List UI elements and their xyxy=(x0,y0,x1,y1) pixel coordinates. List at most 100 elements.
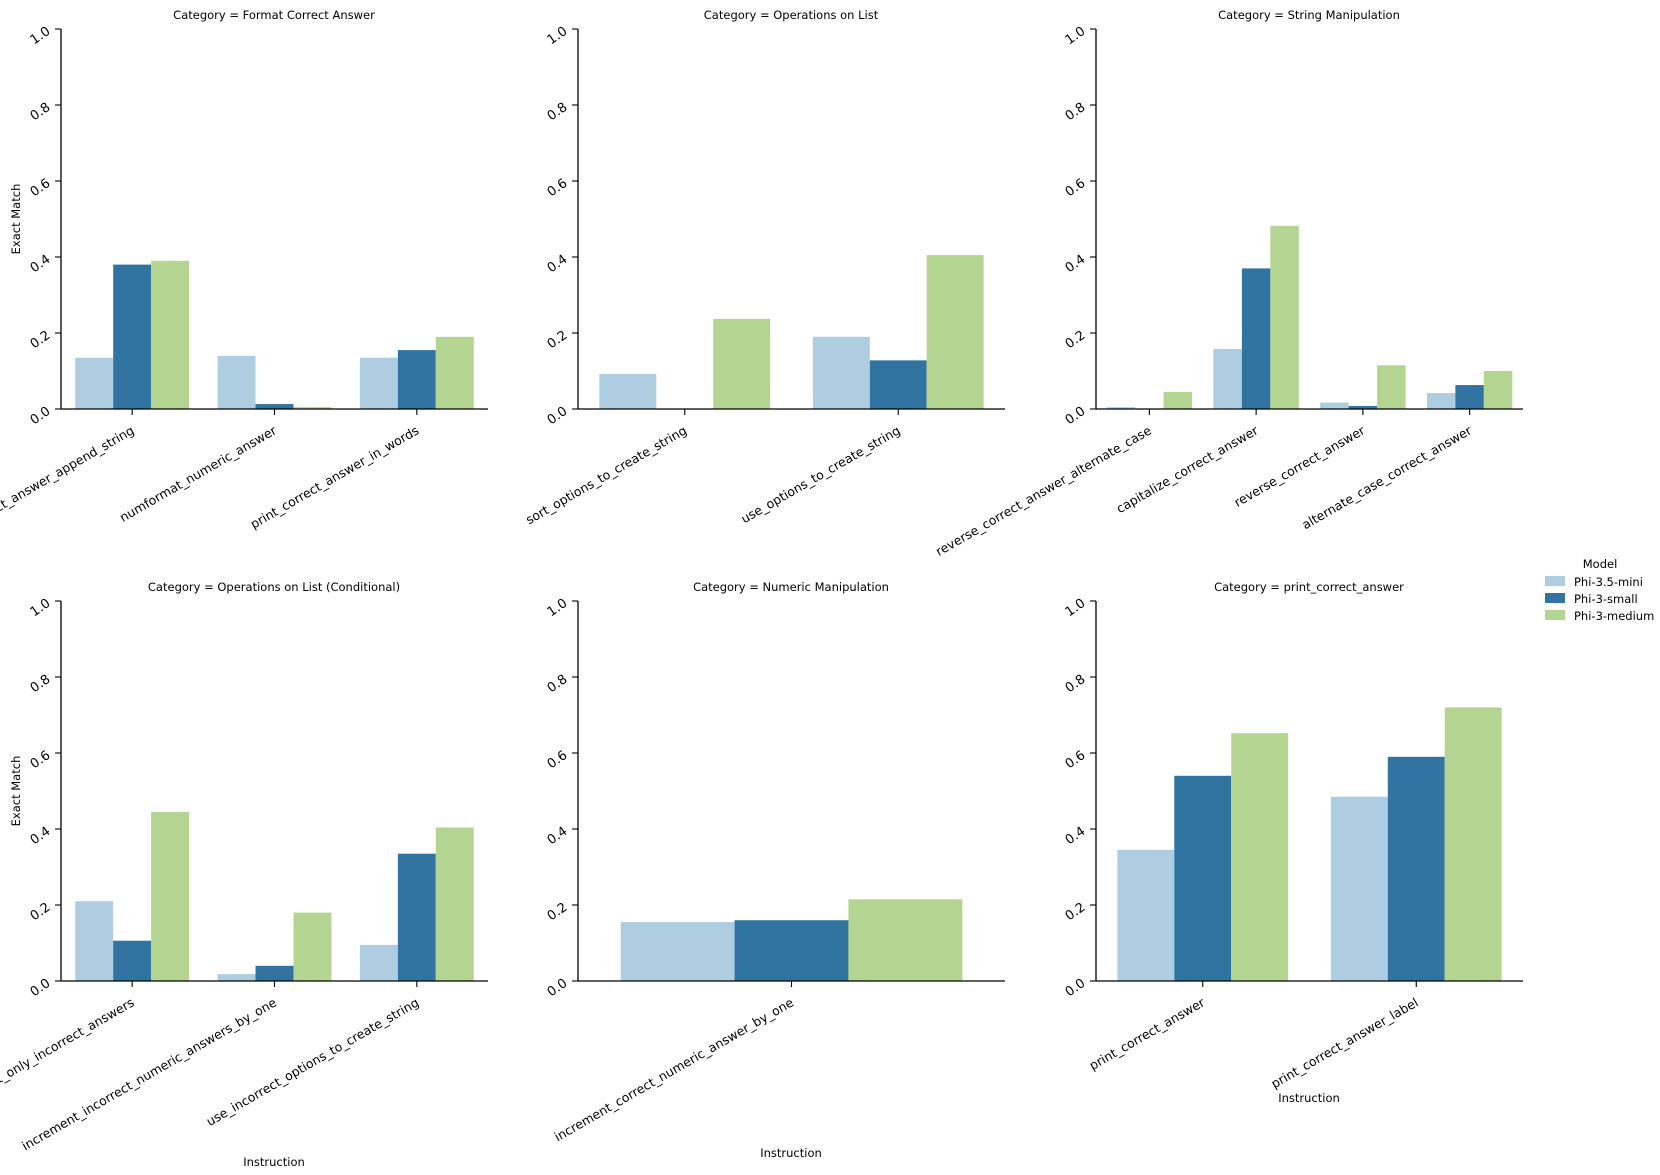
legend-label: Phi-3-medium xyxy=(1574,609,1654,623)
legend-swatch xyxy=(1545,576,1565,586)
bar-phi-3-small xyxy=(113,264,152,409)
y-tick-label: 0.8 xyxy=(545,672,571,696)
bar-phi-3-5-mini xyxy=(217,355,256,409)
panel-title: Category = String Manipulation xyxy=(1218,8,1400,22)
y-tick-label: 0.2 xyxy=(1063,900,1089,924)
x-tick-label: print_correct_answer_append_string xyxy=(0,423,137,549)
bar-phi-3-5-mini xyxy=(1426,393,1456,409)
panel-1: Category = Format Correct Answer 0.0 0.2 0.… xyxy=(0,8,488,549)
legend-swatch xyxy=(1545,593,1565,603)
y-tick-label: 0.2 xyxy=(28,328,54,352)
y-tick-label: 0.0 xyxy=(545,976,571,1000)
y-tick-label: 0.8 xyxy=(545,100,571,124)
y-tick-label: 0.8 xyxy=(28,100,54,124)
x-tick-label: numformat_numeric_answer xyxy=(117,422,280,525)
y-tick-label: 0.6 xyxy=(1063,748,1089,772)
bar-phi-3-small xyxy=(1174,775,1232,981)
y-tick-label: 0.2 xyxy=(28,900,54,924)
y-tick-label: 0.8 xyxy=(1063,672,1089,696)
y-tick-label: 0.2 xyxy=(545,900,571,924)
x-tick-label: print_correct_answer_in_words xyxy=(248,423,422,532)
x-tick-label: sort_options_to_create_string xyxy=(523,423,689,528)
legend-label: Phi-3-small xyxy=(1574,592,1638,606)
y-tick-label: 0.0 xyxy=(28,404,54,428)
bar-phi-3-5-mini xyxy=(75,901,114,981)
y-tick-label: 0.2 xyxy=(545,328,571,352)
y-tick-label: 0.2 xyxy=(1063,328,1089,352)
bar-phi-3-medium xyxy=(1377,365,1406,409)
y-axis-label: Exact Match xyxy=(9,756,23,827)
y-tick-label: 0.4 xyxy=(28,824,54,848)
bar-phi-3-medium xyxy=(435,336,474,409)
x-tick-label: alternate_case_correct_answer xyxy=(1299,422,1475,532)
legend-label: Phi-3.5-mini xyxy=(1574,575,1643,589)
bar-phi-3-medium xyxy=(1163,391,1193,409)
y-tick-label: 0.0 xyxy=(28,976,54,1000)
x-tick-label: print_correct_answer_label xyxy=(1268,995,1420,1092)
bar-phi-3-medium xyxy=(293,912,332,981)
x-axis-label: Instruction xyxy=(1278,1091,1340,1105)
bar-phi-3-5-mini xyxy=(1106,407,1136,409)
bar-phi-3-medium xyxy=(713,318,771,409)
panel-6: Category = print_correct_answer 0.0 0.2 0.4… xyxy=(1063,580,1523,1105)
bar-phi-3-5-mini xyxy=(812,336,870,409)
y-tick-label: 1.0 xyxy=(545,24,571,48)
y-tick-label: 0.4 xyxy=(545,252,571,276)
legend-swatch xyxy=(1545,610,1565,620)
y-tick-label: 0.8 xyxy=(28,672,54,696)
bar-phi-3-medium xyxy=(1231,733,1289,981)
y-tick-label: 0.4 xyxy=(1063,824,1089,848)
bar-phi-3-5-mini xyxy=(217,974,256,981)
x-tick-label: use_options_to_create_string xyxy=(738,423,902,527)
panel-3: Category = String Manipulation 0.0 0.2 0.4 0… xyxy=(933,8,1523,559)
bar-phi-3-medium xyxy=(151,811,190,981)
bar-phi-3-small xyxy=(397,350,436,409)
x-tick-label: print_correct_answer xyxy=(1086,994,1208,1073)
y-tick-label: 0.4 xyxy=(28,252,54,276)
y-tick-label: 0.4 xyxy=(1063,252,1089,276)
y-tick-label: 1.0 xyxy=(545,596,571,620)
y-tick-label: 0.4 xyxy=(545,824,571,848)
y-tick-label: 0.6 xyxy=(545,748,571,772)
y-tick-label: 0.0 xyxy=(1063,976,1089,1000)
bar-phi-3-medium xyxy=(1270,225,1299,409)
y-tick-label: 1.0 xyxy=(1063,596,1089,620)
x-tick-label: increment_correct_numeric_answer_by_one xyxy=(552,994,797,1144)
bar-phi-3-small xyxy=(1455,385,1484,409)
bar-phi-3-small xyxy=(1387,756,1445,981)
legend: Model Phi-3.5-mini Phi-3-small Phi-3-medium xyxy=(1545,557,1654,623)
bar-phi-3-medium xyxy=(926,255,984,409)
bar-phi-3-medium xyxy=(151,260,190,409)
bar-phi-3-medium xyxy=(293,407,332,409)
x-tick-label: sort_only_incorrect_answers xyxy=(0,995,137,1096)
bar-phi-3-small xyxy=(397,853,436,981)
bar-phi-3-5-mini xyxy=(599,374,657,409)
y-tick-label: 0.0 xyxy=(545,404,571,428)
bar-phi-3-5-mini xyxy=(1117,849,1175,981)
panel-title: Category = Operations on List xyxy=(704,8,879,22)
panel-4: Category = Operations on List (Condition… xyxy=(0,580,488,1169)
y-tick-label: 0.8 xyxy=(1063,100,1089,124)
x-tick-label: increment_incorrect_numeric_answers_by_o… xyxy=(19,994,279,1153)
y-tick-label: 0.0 xyxy=(1063,404,1089,428)
panel-title: Category = Format Correct Answer xyxy=(173,8,375,22)
bar-phi-3-5-mini xyxy=(620,922,735,981)
bar-phi-3-medium xyxy=(435,827,474,981)
panel-5: Category = Numeric Manipulation 0.0 0.2 0.4… xyxy=(545,580,1005,1160)
y-tick-label: 1.0 xyxy=(28,24,54,48)
bar-phi-3-small xyxy=(734,920,849,981)
y-axis-label: Exact Match xyxy=(9,184,23,255)
bar-phi-3-small xyxy=(255,965,294,981)
legend-title: Model xyxy=(1583,557,1618,571)
bar-phi-3-5-mini xyxy=(1213,348,1242,409)
bar-phi-3-small xyxy=(1348,405,1378,409)
y-tick-label: 1.0 xyxy=(1063,24,1089,48)
y-tick-label: 0.6 xyxy=(28,748,54,772)
bar-phi-3-5-mini xyxy=(1320,402,1349,409)
x-axis-label: Instruction xyxy=(243,1155,305,1169)
bar-phi-3-5-mini xyxy=(359,357,398,409)
x-tick-label: reverse_correct_answer_alternate_case xyxy=(933,422,1154,558)
y-tick-label: 0.6 xyxy=(28,176,54,200)
y-tick-label: 0.6 xyxy=(545,176,571,200)
